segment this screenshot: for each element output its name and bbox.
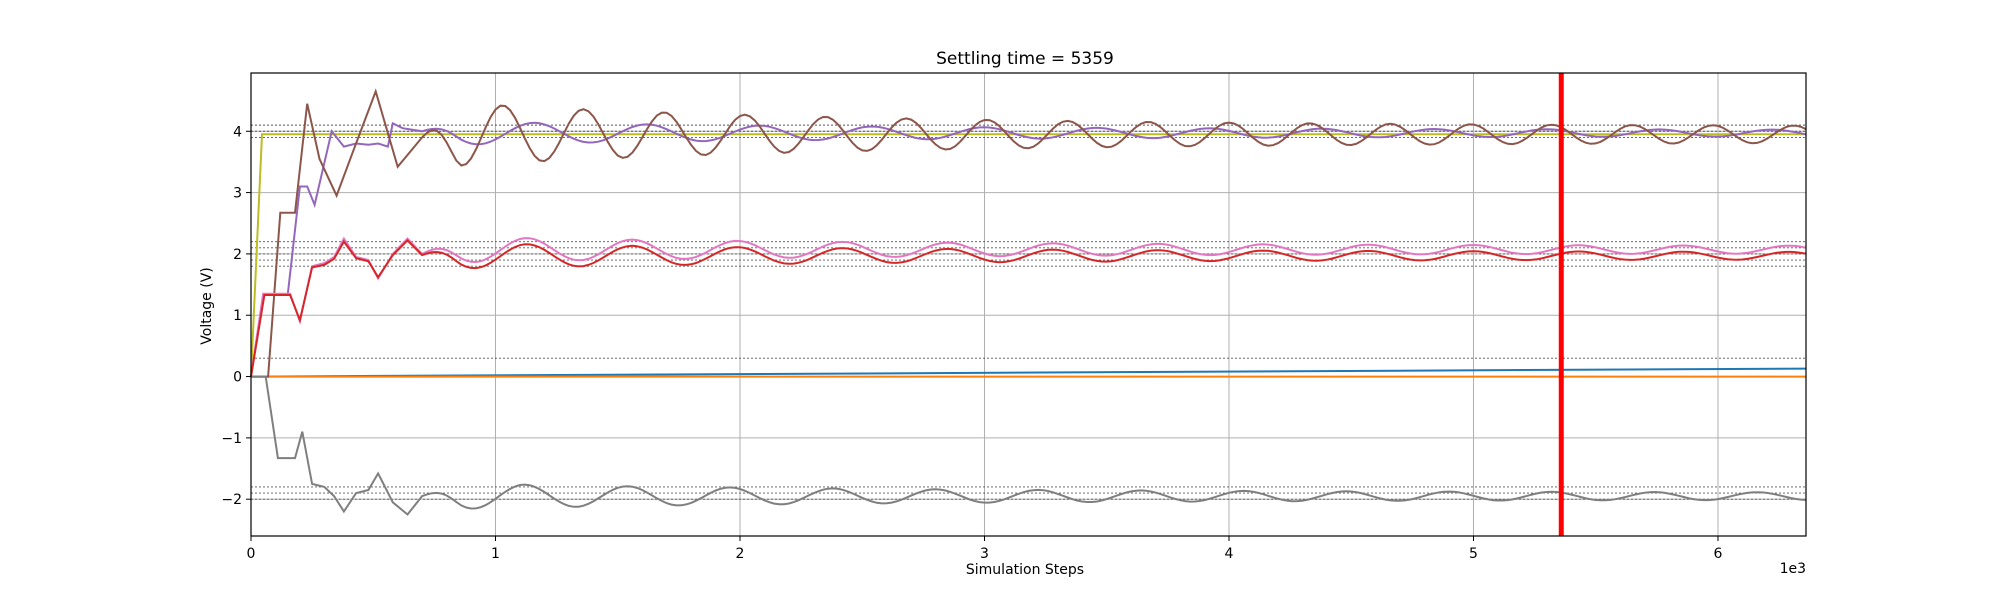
series-line-8 [251, 375, 1807, 516]
y-axis-label: Voltage (V) [199, 267, 215, 344]
series-line-4 [250, 121, 1807, 377]
series-line-6 [250, 236, 1807, 377]
x-tick-label: 6 [1714, 546, 1723, 562]
x-tick-label: 1 [491, 546, 500, 562]
y-tick-label: 1 [233, 308, 242, 324]
chart-title: Settling time = 5359 [936, 49, 1114, 69]
series-line-7 [250, 238, 1807, 377]
data-series [250, 88, 1807, 516]
x-axis-ticks: 0 1 2 3 4 5 6 [247, 536, 1723, 562]
x-axis-label: Simulation Steps [966, 562, 1084, 578]
series-line-5 [251, 88, 1807, 378]
y-tick-label: 3 [233, 186, 242, 202]
x-tick-label: 3 [980, 546, 989, 562]
x-tick-label: 4 [1225, 546, 1234, 562]
y-tick-label: 4 [233, 124, 242, 140]
y-tick-label: 2 [233, 247, 242, 263]
series-line-1 [250, 367, 1807, 378]
plot-frame [250, 72, 1807, 537]
y-tick-label: 0 [233, 370, 242, 386]
y-tick-label: −1 [221, 431, 242, 447]
y-tick-label: −2 [221, 492, 242, 508]
x-tick-label: 0 [247, 546, 256, 562]
x-axis-scale-label: 1e3 [1780, 561, 1806, 577]
x-tick-label: 5 [1469, 546, 1478, 562]
y-axis-ticks: −2 −1 0 1 2 3 4 [221, 124, 251, 508]
x-tick-label: 2 [736, 546, 745, 562]
